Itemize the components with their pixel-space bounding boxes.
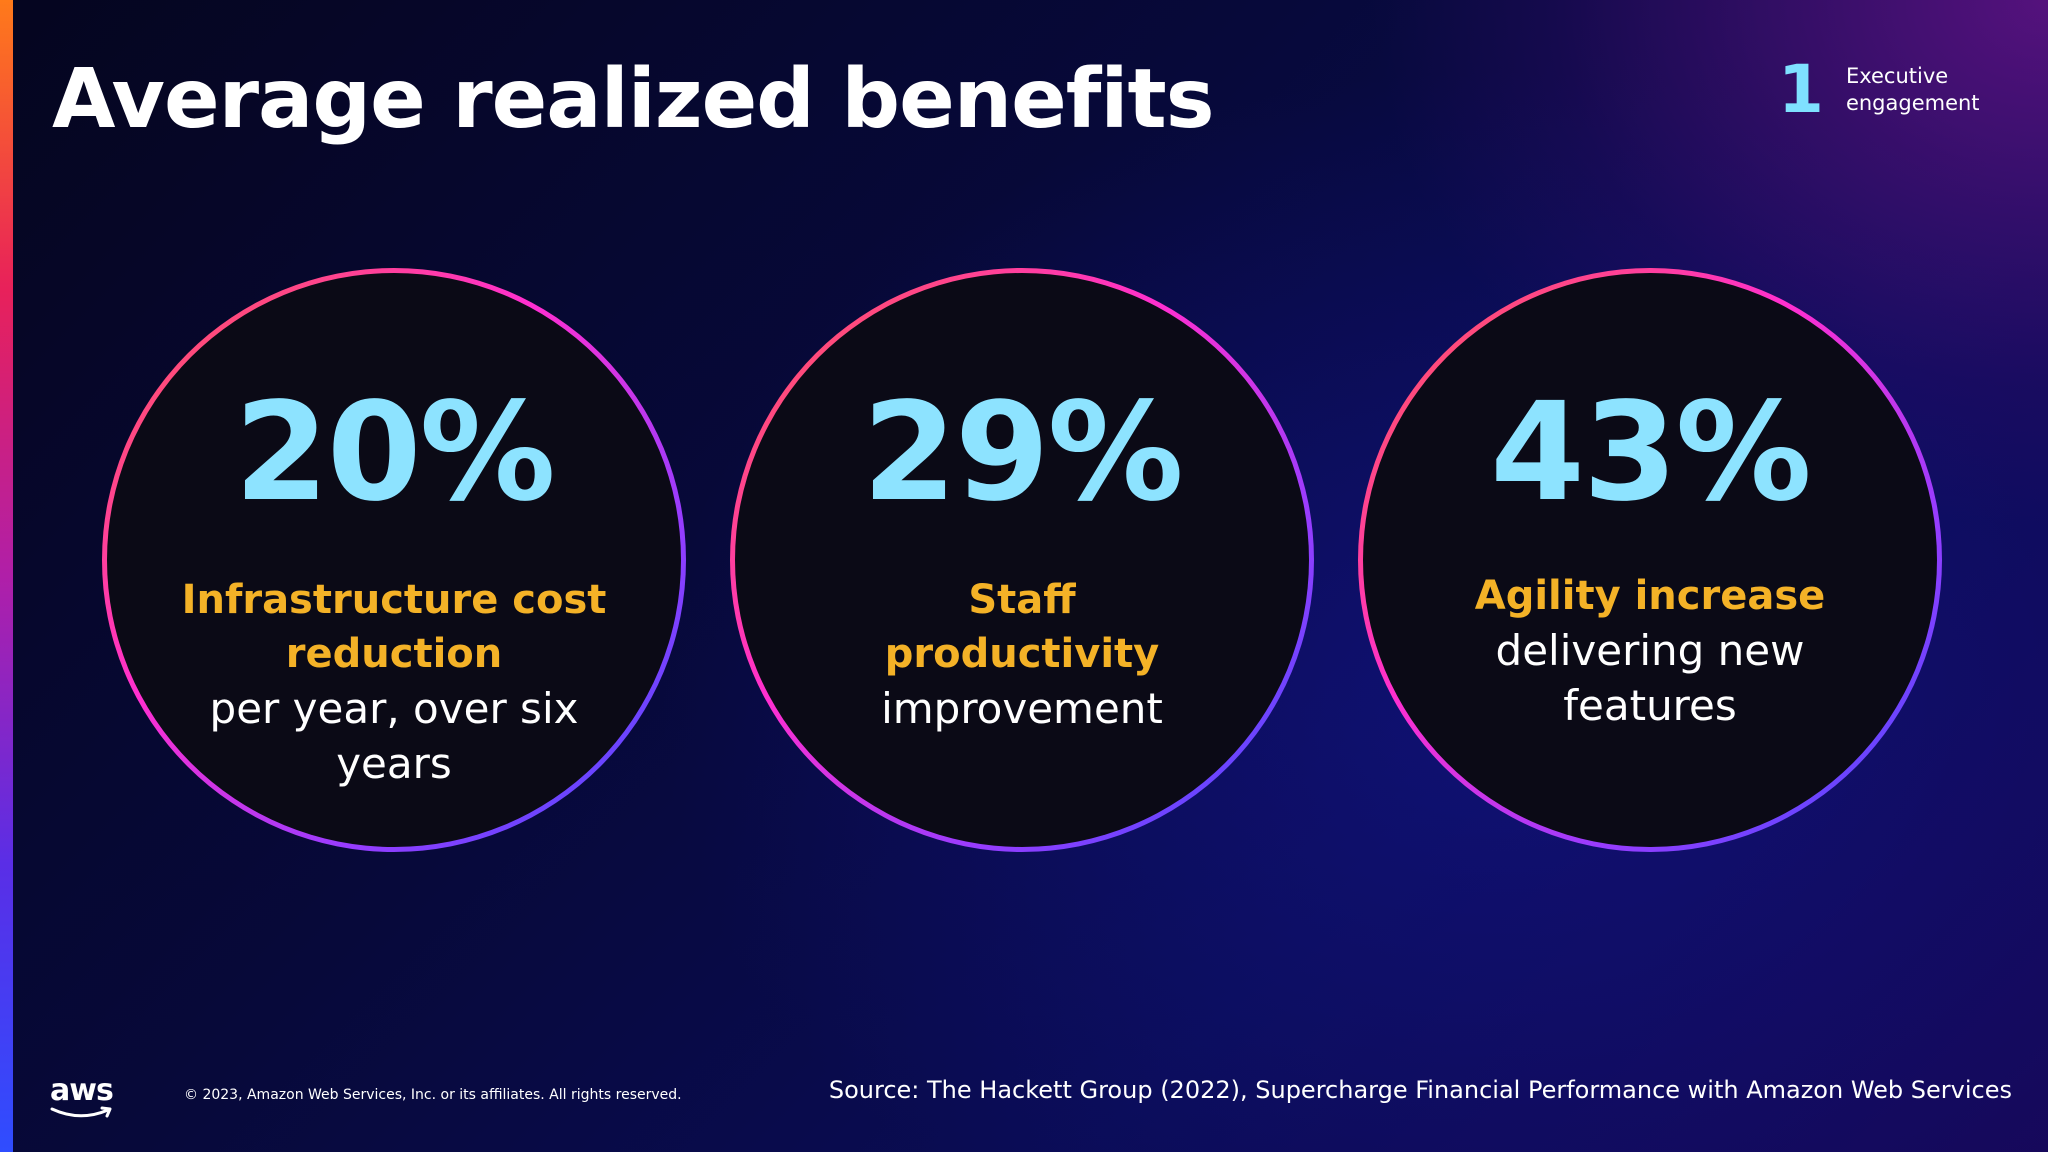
- section-indicator: 1 Executive engagement: [1778, 51, 1996, 128]
- benefit-highlight: Staff productivity: [884, 577, 1160, 677]
- benefit-highlight: Infrastructure cost reduction: [181, 577, 607, 677]
- aws-logo: aws: [50, 1076, 120, 1120]
- edge-accent-bar: [0, 0, 13, 1152]
- benefit-percent: 29%: [862, 374, 1184, 532]
- benefit-description: Agility increase delivering new features: [1470, 569, 1830, 733]
- benefit-description: Infrastructure cost reduction per year, …: [174, 573, 614, 791]
- benefit-card-agility: 43% Agility increase delivering new feat…: [1358, 268, 1942, 852]
- aws-logo-text: aws: [50, 1073, 114, 1108]
- benefit-percent: 20%: [234, 374, 556, 532]
- slide-title: Average realized benefits: [52, 52, 1215, 147]
- benefit-highlight: Agility increase: [1474, 573, 1826, 619]
- benefit-detail: improvement: [881, 684, 1163, 733]
- section-number: 1: [1778, 51, 1824, 128]
- benefit-percent: 43%: [1490, 374, 1812, 532]
- benefit-description: Staff productivity improvement: [872, 573, 1172, 736]
- section-label: Executive engagement: [1845, 64, 1980, 115]
- copyright-text: © 2023, Amazon Web Services, Inc. or its…: [184, 1087, 682, 1103]
- benefit-card-infrastructure: 20% Infrastructure cost reduction per ye…: [102, 268, 686, 852]
- benefit-card-productivity: 29% Staff productivity improvement: [730, 268, 1314, 852]
- benefit-detail: delivering new features: [1495, 626, 1805, 730]
- aws-smile-icon: [50, 1106, 112, 1118]
- benefit-detail: per year, over six years: [209, 684, 579, 788]
- source-citation: Source: The Hackett Group (2022), Superc…: [828, 1076, 2012, 1104]
